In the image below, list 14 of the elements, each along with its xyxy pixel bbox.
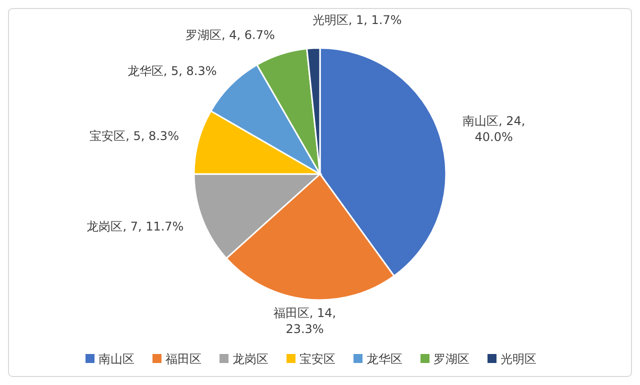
data-label: 龙岗区, 7, 11.7% xyxy=(86,219,184,234)
legend-label: 南山区 xyxy=(98,352,134,366)
legend-label: 龙岗区 xyxy=(232,352,268,366)
legend-label: 罗湖区 xyxy=(434,352,470,366)
data-label: 龙华区, 5, 8.3% xyxy=(127,64,217,78)
legend-label: 龙华区 xyxy=(366,352,402,366)
data-label: 福田区, 14, 23.3% xyxy=(273,306,336,336)
legend-label: 光明区 xyxy=(500,352,536,366)
legend-label: 宝安区 xyxy=(300,352,336,366)
data-label: 光明区, 1, 1.7% xyxy=(312,13,402,28)
data-label: 南山区, 24, 40.0% xyxy=(462,114,526,144)
legend-label: 福田区 xyxy=(166,352,202,366)
data-label: 罗湖区, 4, 6.7% xyxy=(185,28,275,42)
data-label: 宝安区, 5, 8.3% xyxy=(90,129,179,144)
